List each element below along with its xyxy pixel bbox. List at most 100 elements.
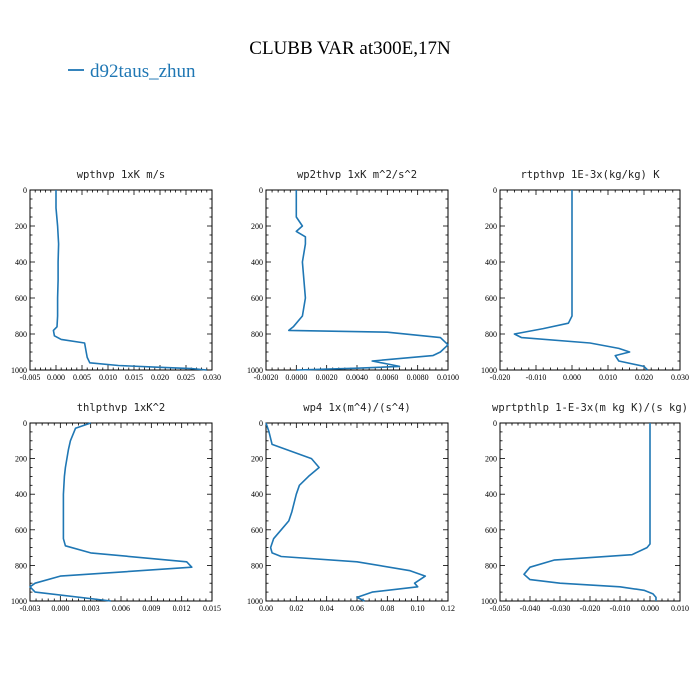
y-tick-label: 600 (251, 526, 263, 535)
panel-title: wp2thvp 1xK m^2/s^2 (297, 169, 417, 181)
y-tick-label: 600 (15, 526, 27, 535)
chart-panel-5: wp4 1x(m^4)/(s^4) 0.00 0.02 0.04 0.06 0.08 0.1… (247, 402, 455, 613)
x-tick-label: 0.02 (289, 604, 303, 613)
x-tick-label: -0.030 (550, 604, 571, 613)
y-tick-label: 600 (485, 294, 497, 303)
x-tick-label: -0.020 (580, 604, 601, 613)
x-tick-label: 0.0000 (285, 373, 307, 382)
chart-panel-1: wpthvp 1xK m/s -0.005 0.000 0.005 0.010 0.015… (11, 169, 221, 382)
x-tick-label: 0.015 (203, 604, 221, 613)
x-tick-label: 0.0080 (407, 373, 429, 382)
x-tick-label: -0.0020 (254, 373, 279, 382)
y-tick-label: 200 (251, 222, 263, 231)
y-tick-label: 200 (485, 455, 497, 464)
y-tick-label: 0 (23, 186, 27, 195)
x-tick-label: -0.005 (20, 373, 41, 382)
x-tick-label: 0.12 (441, 604, 455, 613)
x-tick-label: 0.030 (203, 373, 221, 382)
y-tick-label: 200 (485, 222, 497, 231)
x-tick-label: 0.025 (177, 373, 195, 382)
x-tick-label: 0.009 (142, 604, 160, 613)
series-line-1 (523, 423, 657, 601)
x-tick-label: 0.0020 (316, 373, 338, 382)
panel-title: wprtpthlp 1-E-3x(m kg K)/(s kg) (492, 402, 688, 414)
series-line-1 (265, 422, 427, 602)
x-tick-label: 0.003 (82, 604, 100, 613)
y-tick-label: 1000 (481, 597, 497, 606)
y-tick-label: 400 (15, 258, 27, 267)
y-tick-label: 400 (251, 258, 263, 267)
y-tick-label: 600 (251, 294, 263, 303)
y-tick-label: 800 (251, 561, 263, 570)
x-tick-label: 0.015 (125, 373, 143, 382)
x-tick-label: 0.010 (99, 373, 117, 382)
y-tick-label: 1000 (11, 597, 27, 606)
plot-frame (499, 422, 681, 602)
x-tick-label: 0.00 (259, 604, 273, 613)
series-line-1 (513, 190, 649, 371)
x-tick-label: 0.020 (635, 373, 653, 382)
chart-panels: wpthvp 1xK m/s-0.005 0.000 0.005 0.010 0.015… (11, 169, 689, 613)
x-tick-label: 0.000 (47, 373, 65, 382)
y-tick-label: 800 (15, 561, 27, 570)
panel-title: rtpthvp 1E-3x(kg/kg) K (520, 169, 660, 181)
y-tick-label: 400 (15, 490, 27, 499)
x-tick-label: 0.0060 (376, 373, 398, 382)
x-tick-label: -0.020 (490, 373, 511, 382)
y-tick-label: 400 (485, 258, 497, 267)
x-tick-label: 0.0100 (437, 373, 459, 382)
y-tick-label: 0 (493, 419, 497, 428)
x-tick-label: 0.10 (411, 604, 425, 613)
x-tick-label: 0.04 (320, 604, 334, 613)
y-tick-label: 0 (493, 186, 497, 195)
y-tick-label: 1000 (11, 366, 27, 375)
x-tick-label: 0.000 (51, 604, 69, 613)
panel-title: thlpthvp 1xK^2 (77, 402, 166, 414)
x-tick-label: 0.08 (380, 604, 394, 613)
x-tick-label: 0.012 (173, 604, 191, 613)
legend: d92taus_zhun (68, 61, 196, 82)
y-tick-label: 200 (251, 455, 263, 464)
x-tick-label: 0.006 (112, 604, 130, 613)
panel-title: wpthvp 1xK m/s (77, 169, 166, 181)
x-tick-label: -0.010 (610, 604, 631, 613)
legend-label: d92taus_zhun (90, 61, 196, 82)
y-tick-label: 600 (485, 526, 497, 535)
x-tick-label: -0.040 (520, 604, 541, 613)
plot-frame (29, 422, 213, 602)
x-tick-label: 0.000 (641, 604, 659, 613)
x-tick-label: 0.010 (599, 373, 617, 382)
y-tick-label: 800 (485, 561, 497, 570)
y-tick-label: 800 (251, 330, 263, 339)
x-tick-label: 0.06 (350, 604, 364, 613)
y-tick-label: 200 (15, 222, 27, 231)
series-line-1 (287, 190, 449, 371)
y-tick-label: 1000 (481, 366, 497, 375)
x-tick-label: 0.030 (671, 373, 689, 382)
plot-frame (265, 189, 449, 371)
y-tick-label: 400 (251, 490, 263, 499)
x-tick-label: 0.005 (73, 373, 91, 382)
y-tick-label: 0 (259, 186, 263, 195)
figure-title: CLUBB VAR at300E,17N (249, 38, 451, 59)
x-tick-label: -0.050 (490, 604, 511, 613)
chart-panel-2: wp2thvp 1xK m^2/s^2 -0.0020 0.0000 0.0020 0.… (247, 169, 459, 382)
chart-panel-6: wprtpthlp 1-E-3x(m kg K)/(s kg) -0.050 -0.… (481, 402, 689, 613)
series-line-1 (52, 190, 207, 371)
y-tick-label: 0 (259, 419, 263, 428)
x-tick-label: 0.000 (563, 373, 581, 382)
x-tick-label: 0.020 (151, 373, 169, 382)
y-tick-label: 1000 (247, 597, 263, 606)
y-tick-label: 400 (485, 490, 497, 499)
y-tick-label: 800 (485, 330, 497, 339)
chart-panel-4: thlpthvp 1xK^2 -0.003 0.000 0.003 0.006 0.009… (11, 402, 221, 613)
x-tick-label: -0.010 (526, 373, 547, 382)
panel-title: wp4 1x(m^4)/(s^4) (303, 402, 410, 414)
x-tick-label: -0.003 (20, 604, 41, 613)
chart-panel-3: rtpthvp 1E-3x(kg/kg) K -0.020 -0.010 0.000 0… (481, 169, 689, 382)
y-tick-label: 0 (23, 419, 27, 428)
y-tick-label: 1000 (247, 366, 263, 375)
y-tick-label: 600 (15, 294, 27, 303)
x-tick-label: 0.010 (671, 604, 689, 613)
